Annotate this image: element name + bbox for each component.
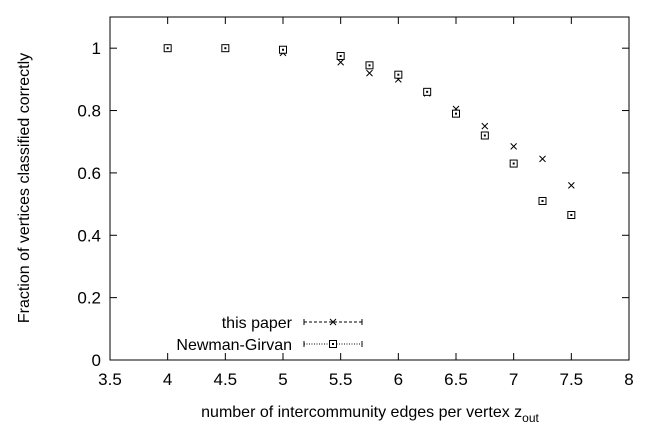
point-newman-girvan-1 xyxy=(221,44,230,53)
point-this-paper-9 xyxy=(510,143,518,150)
point-newman-girvan-0 xyxy=(163,44,172,53)
x-tick-label-0: 3.5 xyxy=(98,370,122,389)
x-tick-label-5: 6 xyxy=(394,370,403,389)
plot-frame xyxy=(109,16,630,361)
point-this-paper-10 xyxy=(539,155,546,163)
x-axis: 3.5 4 4.5 5 5.5 6 6.5 7 7.5 8 xyxy=(98,17,634,389)
point-newman-girvan-5 xyxy=(394,70,403,79)
x-tick-label-6: 6.5 xyxy=(444,370,468,389)
point-this-paper-4 xyxy=(366,69,373,77)
legend: this paper Newman-Girvan xyxy=(176,315,363,354)
x-tick-label-2: 4.5 xyxy=(214,370,238,389)
y-tick-label-1: 0.2 xyxy=(77,289,101,308)
series-1 xyxy=(163,44,576,220)
point-newman-girvan-6 xyxy=(423,87,432,96)
point-this-paper-3 xyxy=(337,58,345,66)
point-newman-girvan-10 xyxy=(538,196,547,205)
x-axis-label-subscript: out xyxy=(522,411,539,423)
legend-label-newman-girvan: Newman-Girvan xyxy=(176,337,292,354)
y-axis: 0 0.2 0.4 0.6 0.8 1 xyxy=(77,39,629,370)
point-this-paper-8 xyxy=(481,122,489,130)
y-tick-label-2: 0.4 xyxy=(77,226,101,245)
point-newman-girvan-4 xyxy=(365,61,374,70)
point-newman-girvan-2 xyxy=(279,45,287,54)
legend-sample-this-paper xyxy=(303,318,363,326)
point-this-paper-11 xyxy=(567,182,575,189)
x-tick-label-4: 5.5 xyxy=(329,370,353,389)
point-newman-girvan-7 xyxy=(452,109,460,118)
x-tick-label-9: 8 xyxy=(624,370,633,389)
x-axis-label-main: number of intercommunity edges per verte… xyxy=(201,404,522,421)
point-newman-girvan-11 xyxy=(567,211,576,220)
x-tick-label-1: 4 xyxy=(163,370,172,389)
point-newman-girvan-8 xyxy=(480,131,489,140)
y-tick-label-5: 1 xyxy=(92,39,101,58)
legend-label-this-paper: this paper xyxy=(222,315,293,332)
legend-sample-newman-girvan xyxy=(303,340,363,348)
x-tick-label-8: 7.5 xyxy=(560,370,584,389)
series-layer xyxy=(163,44,576,220)
y-tick-label-3: 0.6 xyxy=(77,164,101,183)
point-newman-girvan-9 xyxy=(509,159,518,168)
y-axis-label: Fraction of vertices classified correctl… xyxy=(16,53,33,323)
y-tick-label-4: 0.8 xyxy=(77,102,101,121)
x-tick-label-3: 5 xyxy=(278,370,287,389)
x-axis-label: number of intercommunity edges per verte… xyxy=(201,404,539,423)
y-tick-label-0: 0 xyxy=(92,351,101,370)
x-tick-label-7: 7 xyxy=(509,370,518,389)
point-newman-girvan-3 xyxy=(336,51,345,60)
